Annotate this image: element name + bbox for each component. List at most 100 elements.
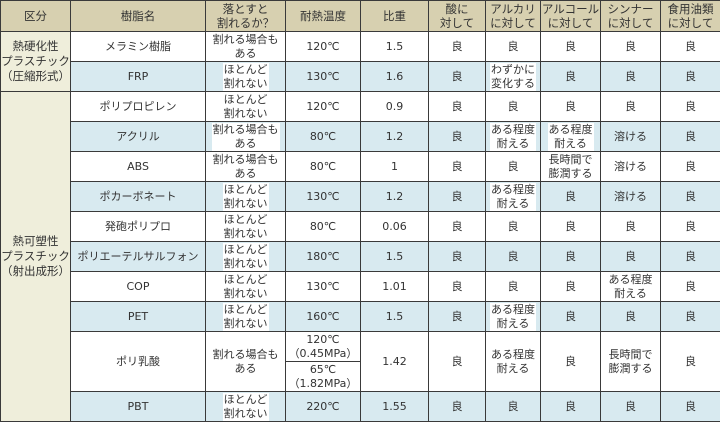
breakage-cell: ほとんど 割れない (205, 211, 286, 242)
alcohol-cell: 良 (540, 61, 601, 92)
thinner-cell: 溶ける (600, 151, 661, 182)
specific-gravity-cell: 0.9 (360, 91, 429, 122)
acid-cell: 良 (428, 331, 486, 392)
header-edible-oil: 食用油類 に対して (660, 0, 720, 32)
table-row: 発砲ポリプロ ほとんど 割れない 80℃ 0.06 良良良良良 (1, 211, 720, 242)
alcohol-cell: ある程度 耐える (540, 121, 601, 152)
alcohol-cell: 良 (540, 331, 601, 392)
specific-gravity-cell: 1.5 (360, 31, 429, 62)
thinner-cell: 良 (600, 211, 661, 242)
header-resin-name: 樹脂名 (70, 0, 206, 32)
resin-name: ポカーボネート (70, 181, 206, 212)
acid-cell: 良 (428, 241, 486, 272)
acid-cell: 良 (428, 271, 486, 302)
alcohol-cell: 良 (540, 211, 601, 242)
edible-oil-cell: 良 (660, 301, 720, 332)
alkali-cell: ある程度 耐える (485, 301, 541, 332)
alcohol-cell: 良 (540, 91, 601, 122)
header-acid: 酸に 対して (428, 0, 486, 32)
resin-name: メラミン樹脂 (70, 31, 206, 62)
resin-name: ポリ乳酸 (70, 331, 206, 392)
acid-cell: 良 (428, 181, 486, 212)
table-subrow: 65℃ （1.82MPa） (1, 361, 720, 392)
table-row: FRP ほとんど 割れない 130℃ 1.6 良わずかに 変化する良良良 (1, 61, 720, 92)
specific-gravity-cell: 1 (360, 151, 429, 182)
edible-oil-cell: 良 (660, 61, 720, 92)
alcohol-cell: 良 (540, 271, 601, 302)
heat-resistance-cell: 130℃ (285, 181, 361, 212)
breakage-cell: 割れる場合も ある (205, 121, 286, 152)
edible-oil-cell: 良 (660, 181, 720, 212)
acid-cell: 良 (428, 301, 486, 332)
resin-name: COP (70, 271, 206, 302)
heat-resistance-cell: 120℃ (285, 31, 361, 62)
thinner-cell: 良 (600, 391, 661, 422)
alkali-cell: 良 (485, 391, 541, 422)
thinner-cell: 良 (600, 241, 661, 272)
alkali-cell: ある程度 耐える (485, 181, 541, 212)
header-alkali: アルカリ に対して (485, 0, 541, 32)
heat-resistance-cell: 80℃ (285, 211, 361, 242)
alcohol-cell: 長時間で 膨潤する (540, 151, 601, 182)
specific-gravity-cell: 1.6 (360, 61, 429, 92)
breakage-cell: ほとんど 割れない (205, 301, 286, 332)
breakage-cell: ほとんど 割れない (205, 91, 286, 122)
edible-oil-cell: 良 (660, 121, 720, 152)
thinner-cell: 良 (600, 91, 661, 122)
heat-resistance-cell: 220℃ (285, 391, 361, 422)
table-row: COP ほとんど 割れない 130℃ 1.01 良良良ある程度 耐える良 (1, 271, 720, 302)
resin-name: アクリル (70, 121, 206, 152)
thinner-cell: 溶ける (600, 181, 661, 212)
specific-gravity-cell: 1.5 (360, 301, 429, 332)
table-row: PET ほとんど 割れない 160℃ 1.5 良ある程度 耐える良良良 (1, 301, 720, 332)
resin-name: FRP (70, 61, 206, 92)
alkali-cell: 良 (485, 241, 541, 272)
specific-gravity-cell: 1.2 (360, 121, 429, 152)
category-cell: 熱硬化性 プラスチック （圧縮形式） (0, 31, 71, 92)
header-specific-gravity: 比重 (360, 0, 429, 32)
acid-cell: 良 (428, 391, 486, 422)
alkali-cell: 良 (485, 151, 541, 182)
heat-resistance-cell: 160℃ (285, 301, 361, 332)
breakage-cell: 割れる場合も ある (205, 151, 286, 182)
table-row: 熱硬化性 プラスチック （圧縮形式） メラミン樹脂 割れる場合も ある 120℃ 1.5 良良良… (0, 31, 720, 92)
specific-gravity-cell: 1.55 (360, 391, 429, 422)
edible-oil-cell: 良 (660, 31, 720, 62)
breakage-cell: ほとんど 割れない (205, 61, 286, 92)
resin-name: ABS (70, 151, 206, 182)
breakage-cell: ほとんど 割れない (205, 271, 286, 302)
header-row: 区分 樹脂名 落とすと 割れるか？ 耐熱温度 比重 酸に 対して アルカリ に対して アルコール に対… (0, 0, 720, 32)
resin-name: ポリエーテルサルフォン (70, 241, 206, 272)
specific-gravity-cell: 1.2 (360, 181, 429, 212)
edible-oil-cell: 良 (660, 271, 720, 302)
resin-name: PBT (70, 391, 206, 422)
table-row: 熱可塑性 プラスチック （射出成形） ポリプロピレン ほとんど 割れない 120℃ 0.9 良良… (0, 91, 720, 422)
alkali-cell: ある程度 耐える (485, 331, 541, 392)
edible-oil-cell: 良 (660, 391, 720, 422)
alkali-cell: わずかに 変化する (485, 61, 541, 92)
edible-oil-cell: 良 (660, 241, 720, 272)
acid-cell: 良 (428, 151, 486, 182)
alcohol-cell: 良 (540, 241, 601, 272)
breakage-cell: 割れる場合も ある (205, 331, 286, 392)
resin-name: PET (70, 301, 206, 332)
alkali-cell: 良 (485, 31, 541, 62)
heat-resistance-cell: 80℃ (285, 151, 361, 182)
acid-cell: 良 (428, 211, 486, 242)
edible-oil-cell: 良 (660, 211, 720, 242)
header-thinner: シンナー に対して (600, 0, 661, 32)
table-row: ポカーボネート ほとんど 割れない 130℃ 1.2 良ある程度 耐える良溶ける良 (1, 181, 720, 212)
header-alcohol: アルコール に対して (540, 0, 601, 32)
resin-name: ポリプロピレン (70, 91, 206, 122)
breakage-cell: ほとんど 割れない (205, 241, 286, 272)
table-row: PBT ほとんど 割れない 220℃ 1.55 良良良良良 (1, 391, 720, 422)
breakage-cell: ほとんど 割れない (205, 181, 286, 212)
acid-cell: 良 (428, 121, 486, 152)
heat-resistance-cell: 120℃ (285, 91, 361, 122)
header-heat-resistance: 耐熱温度 (285, 0, 361, 32)
alcohol-cell: 良 (540, 181, 601, 212)
table-row: ポリ乳酸 割れる場合も ある 120℃ （0.45MPa） 1.42 良ある程度 耐える良長時… (1, 331, 720, 392)
thinner-cell: 良 (600, 301, 661, 332)
alkali-cell: 良 (485, 91, 541, 122)
